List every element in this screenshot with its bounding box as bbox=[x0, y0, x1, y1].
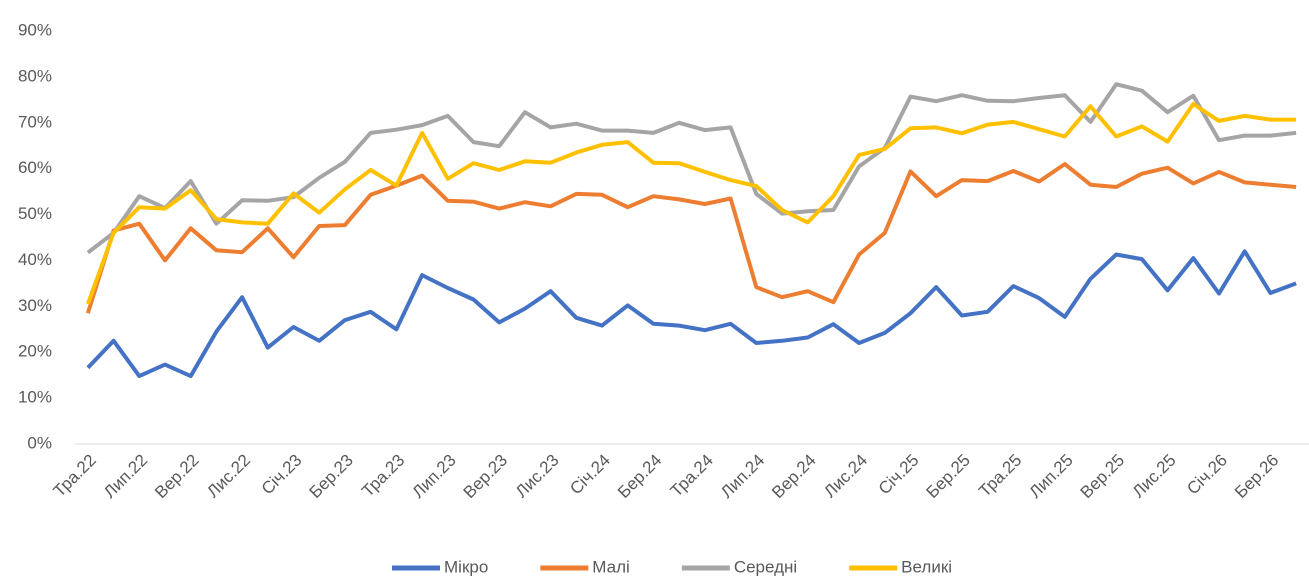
x-tick-label: Тра.23 bbox=[358, 451, 408, 501]
legend-label: Малі bbox=[592, 557, 630, 576]
y-tick-label: 10% bbox=[18, 388, 52, 407]
legend-label: Великі bbox=[901, 557, 952, 576]
series-line bbox=[85, 162, 1297, 314]
y-tick-label: 60% bbox=[18, 158, 52, 177]
x-tick-label: Тра.24 bbox=[667, 451, 717, 501]
y-tick-label: 80% bbox=[18, 66, 52, 85]
x-tick-label: Тра.25 bbox=[975, 451, 1025, 501]
x-tick-label: Лип.22 bbox=[100, 451, 151, 502]
x-tick-label: Лис.25 bbox=[1129, 451, 1180, 502]
x-tick-label: Вер.23 bbox=[460, 451, 512, 503]
x-tick-label: Лис.23 bbox=[512, 451, 563, 502]
x-tick-label: Січ.23 bbox=[258, 451, 306, 499]
legend-label: Середні bbox=[734, 557, 797, 576]
x-tick-label: Лип.25 bbox=[1026, 451, 1077, 502]
x-tick-label: Січ.24 bbox=[566, 451, 614, 499]
y-tick-label: 90% bbox=[18, 20, 52, 39]
y-tick-label: 50% bbox=[18, 204, 52, 223]
x-tick-label: Лис.24 bbox=[820, 451, 871, 502]
legend-label: Мікро bbox=[444, 557, 488, 576]
x-tick-label: Бер.25 bbox=[923, 451, 974, 502]
series-line bbox=[86, 249, 1297, 379]
x-tick-label: Лис.22 bbox=[203, 451, 254, 502]
series-line bbox=[86, 102, 1297, 305]
x-tick-label: Січ.25 bbox=[875, 451, 923, 499]
x-tick-label: Вер.25 bbox=[1077, 451, 1129, 503]
y-tick-label: 20% bbox=[18, 342, 52, 361]
x-tick-label: Бер.24 bbox=[614, 451, 665, 502]
x-tick-label: Вер.24 bbox=[768, 451, 820, 503]
x-tick-label: Січ.26 bbox=[1183, 451, 1231, 499]
x-tick-label: Бер.23 bbox=[306, 451, 357, 502]
y-tick-label: 0% bbox=[27, 433, 52, 452]
x-tick-label: Лип.23 bbox=[409, 451, 460, 502]
x-tick-label: Тра.22 bbox=[50, 451, 100, 501]
y-tick-label: 70% bbox=[18, 112, 52, 131]
y-tick-label: 40% bbox=[18, 250, 52, 269]
x-tick-label: Вер.22 bbox=[151, 451, 203, 503]
y-tick-label: 30% bbox=[18, 296, 52, 315]
x-tick-label: Лип.24 bbox=[717, 451, 768, 502]
x-tick-label: Бер.26 bbox=[1231, 451, 1282, 502]
